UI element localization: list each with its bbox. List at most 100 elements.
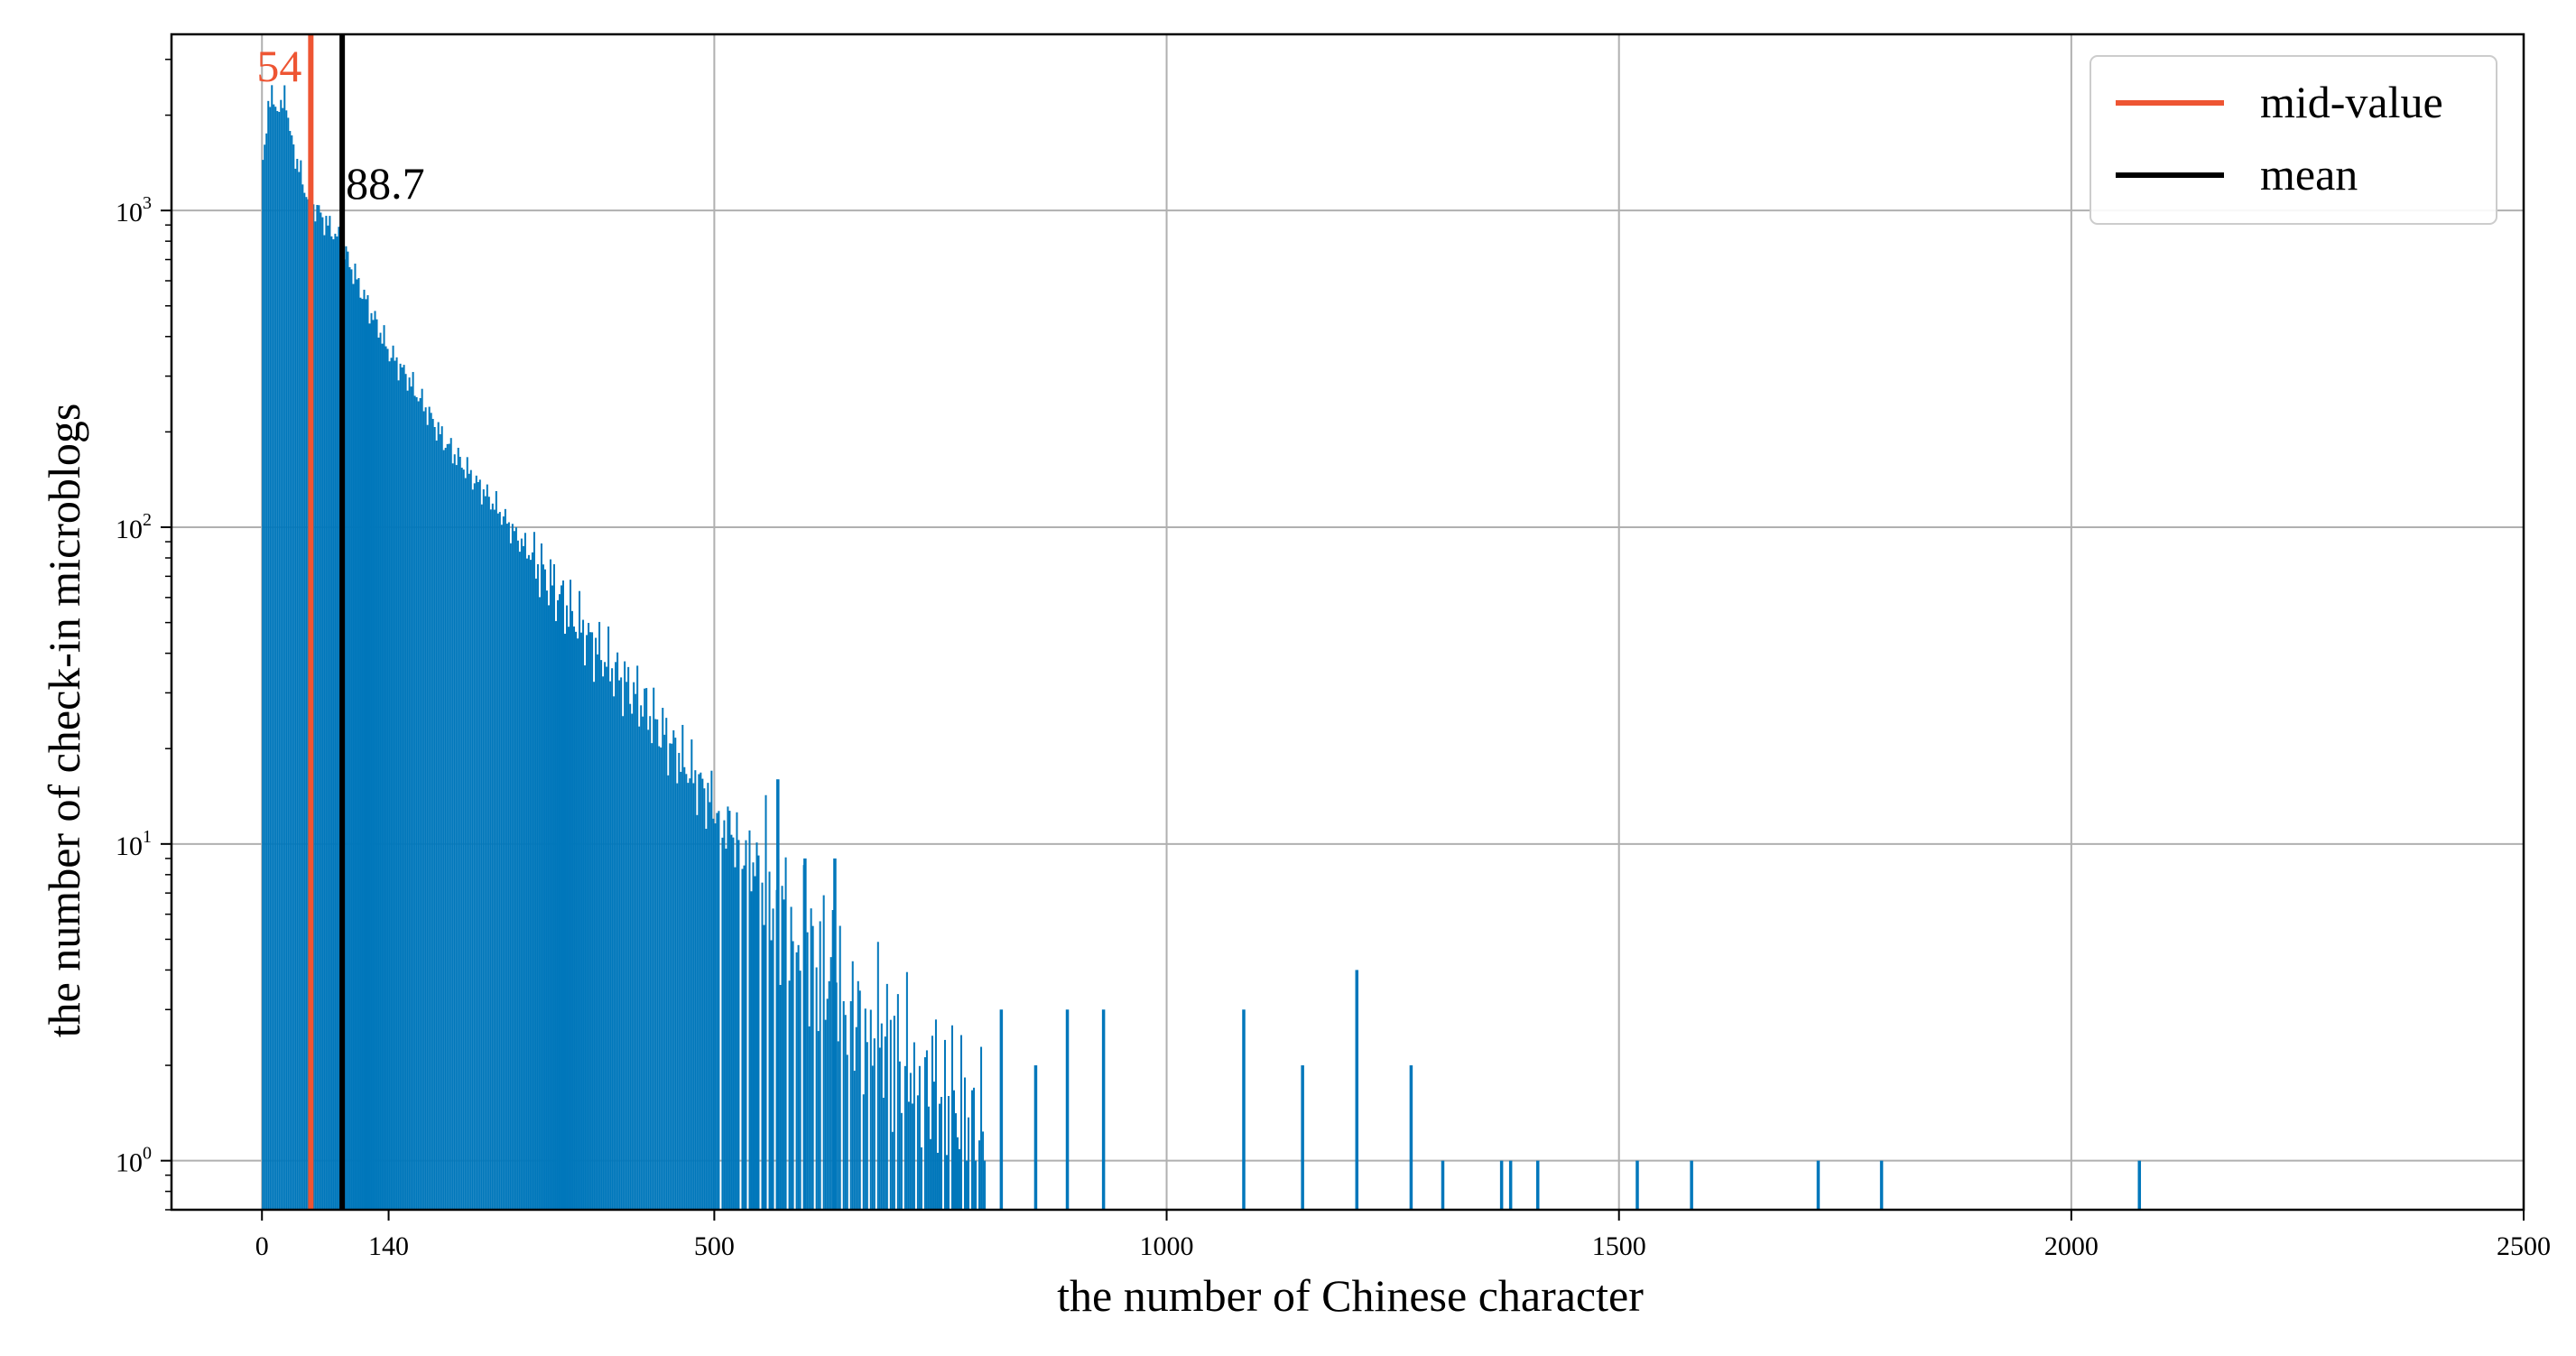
histogram-bar (475, 475, 477, 1210)
histogram-bar (534, 578, 537, 1210)
histogram-bar (428, 406, 431, 1210)
histogram-bar (658, 746, 661, 1210)
histogram-bar (586, 635, 588, 1210)
histogram-bar (950, 1025, 953, 1210)
histogram-bar-sparse (833, 858, 837, 1210)
histogram-bar (493, 509, 496, 1210)
histogram-bar (703, 788, 706, 1210)
histogram-bar (549, 559, 551, 1210)
histogram-bar-sparse (1242, 1009, 1246, 1210)
histogram-bar (511, 524, 514, 1210)
histogram-bar (478, 479, 481, 1210)
histogram-bar (645, 688, 648, 1210)
histogram-bar (932, 1082, 935, 1210)
histogram-bar (524, 533, 526, 1210)
histogram-bar (905, 971, 908, 1210)
histogram-bar (721, 837, 724, 1210)
histogram-bar (262, 160, 264, 1211)
histogram-bar (957, 1137, 959, 1210)
histogram-bar (737, 840, 740, 1210)
histogram-bar (690, 739, 693, 1210)
histogram-bar (667, 775, 670, 1210)
histogram-bar (810, 908, 812, 1210)
histogram-bar (558, 594, 561, 1210)
reference-lines-layer: 54 88.7 (256, 34, 425, 1210)
histogram-bar (374, 311, 376, 1210)
histogram-bar (846, 1054, 848, 1210)
histogram-bar (397, 380, 400, 1210)
legend-label-mid-value: mid-value (2260, 77, 2443, 127)
histogram-bar-sparse (1508, 1160, 1513, 1210)
histogram-bar (631, 713, 634, 1210)
histogram-bar (345, 246, 347, 1211)
histogram-bar (790, 906, 792, 1210)
histogram-bar (911, 1103, 913, 1210)
histogram-bar (489, 509, 492, 1210)
histogram-bar (613, 696, 616, 1210)
histogram-bar (518, 552, 521, 1210)
histogram-bar (509, 543, 512, 1210)
histogram-bar (642, 716, 644, 1210)
histogram-bar (520, 538, 523, 1210)
histogram-bar-sparse (1101, 1009, 1106, 1210)
histogram-bar (968, 1117, 970, 1210)
histogram-bar (616, 652, 619, 1210)
histogram-bar (442, 450, 445, 1210)
histogram-bar (797, 944, 800, 1210)
x-tick-label: 1500 (1592, 1231, 1646, 1261)
histogram-bar (390, 358, 393, 1210)
histogram-bar (444, 448, 447, 1210)
histogram-bar (984, 1160, 987, 1210)
histogram-bar (318, 205, 320, 1211)
histogram-bar (792, 941, 794, 1210)
histogram-bar (383, 325, 385, 1211)
histogram-bar (582, 619, 585, 1210)
histogram-bar (357, 278, 360, 1211)
histogram-bar (301, 184, 304, 1211)
histogram-bar (748, 830, 751, 1210)
histogram-bar (282, 107, 284, 1210)
histogram-bar (980, 1046, 983, 1210)
histogram-bar-sparse (1635, 1160, 1639, 1210)
histogram-bar (394, 360, 396, 1210)
histogram-bar (404, 374, 407, 1210)
histogram-bar (417, 401, 420, 1211)
histogram-bar (487, 497, 490, 1210)
histogram-bar (710, 770, 713, 1210)
histogram-bar (320, 212, 322, 1211)
histogram-bar (330, 236, 333, 1210)
histogram-bar (410, 386, 412, 1210)
histogram-bar (741, 868, 744, 1210)
histogram-bar (916, 1095, 919, 1210)
histogram-bar (649, 716, 652, 1210)
histogram-bar (862, 1094, 865, 1210)
histogram-bar (464, 478, 467, 1210)
histogram-bar (640, 705, 643, 1210)
histogram-bar (542, 564, 544, 1210)
histogram-bar (580, 632, 583, 1210)
histogram-bar (460, 468, 463, 1210)
histogram-bar (698, 774, 700, 1210)
histogram-bar (314, 221, 317, 1211)
histogram-bar (754, 876, 756, 1210)
histogram-bar (430, 413, 432, 1210)
histogram-bar (439, 433, 441, 1210)
histogram-bar (440, 426, 443, 1211)
histogram-bar (891, 1131, 894, 1210)
histogram-bar (873, 1038, 876, 1210)
histogram-bar (540, 543, 542, 1210)
histogram-bar (598, 621, 601, 1210)
histogram-bar (584, 665, 587, 1210)
histogram-bar (700, 772, 702, 1210)
histogram-bar (824, 1019, 827, 1210)
histogram-bar (522, 545, 524, 1210)
histogram-bar (964, 1077, 967, 1210)
histogram-bar (588, 622, 590, 1210)
histogram-bar (316, 205, 319, 1211)
histogram-bar-sparse (999, 1009, 1004, 1210)
histogram-bar (909, 1073, 912, 1210)
histogram-bar (943, 1039, 946, 1210)
histogram-bar (392, 345, 394, 1210)
histogram-bar (750, 891, 753, 1210)
histogram-bar (468, 473, 470, 1210)
